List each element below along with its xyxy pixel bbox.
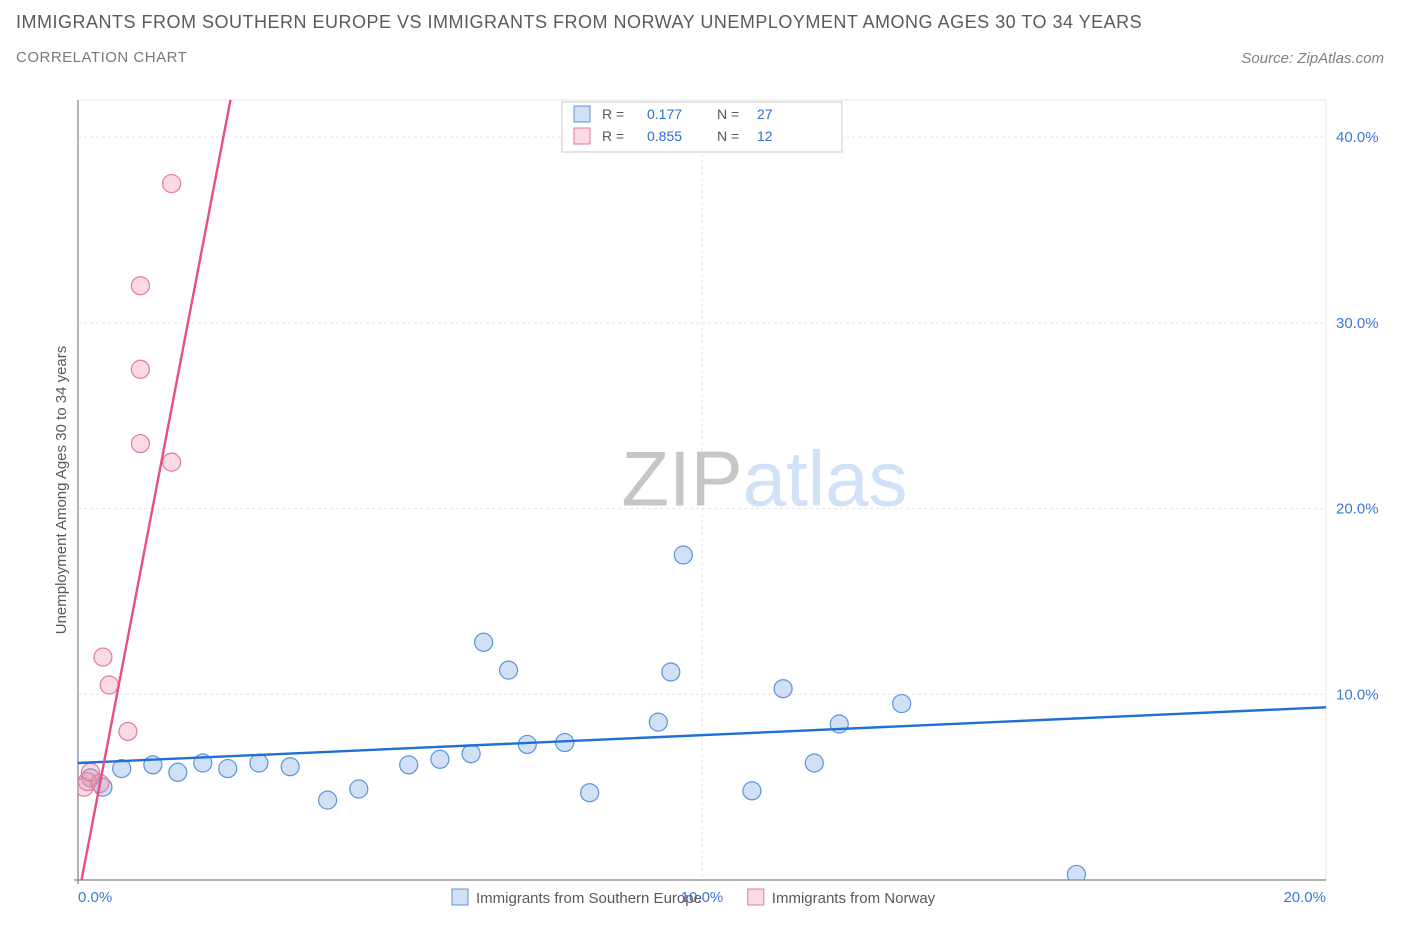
legend-r-value: 0.855 — [647, 128, 682, 144]
data-point — [94, 648, 112, 666]
data-point — [131, 435, 149, 453]
data-point — [774, 680, 792, 698]
data-point — [500, 661, 518, 679]
legend-swatch — [574, 128, 590, 144]
data-point — [163, 453, 181, 471]
source-attribution: Source: ZipAtlas.com — [1241, 50, 1384, 67]
trend-line — [78, 92, 234, 899]
data-point — [131, 277, 149, 295]
data-point — [163, 175, 181, 193]
data-point — [431, 750, 449, 768]
y-tick-label: 10.0% — [1336, 686, 1379, 703]
data-point — [743, 782, 761, 800]
data-point — [805, 754, 823, 772]
data-point — [250, 754, 268, 772]
legend-swatch — [574, 106, 590, 122]
data-point — [169, 763, 187, 781]
chart-subtitle: CORRELATION CHART — [16, 49, 1390, 66]
data-point — [131, 360, 149, 378]
data-point — [350, 780, 368, 798]
data-point — [400, 756, 418, 774]
data-point — [649, 713, 667, 731]
data-point — [319, 791, 337, 809]
data-point — [219, 760, 237, 778]
data-point — [581, 784, 599, 802]
y-tick-label: 40.0% — [1336, 129, 1379, 146]
data-point — [518, 735, 536, 753]
legend-swatch — [452, 889, 468, 905]
x-tick-label: 0.0% — [78, 889, 112, 906]
chart-area: ZIPatlas0.0%10.0%20.0%10.0%20.0%30.0%40.… — [50, 92, 1388, 910]
legend-n-label: N = — [717, 106, 739, 122]
legend-swatch — [748, 889, 764, 905]
data-point — [1067, 865, 1085, 883]
legend-r-label: R = — [602, 128, 624, 144]
legend-r-value: 0.177 — [647, 106, 682, 122]
data-point — [462, 745, 480, 763]
legend-n-value: 27 — [757, 106, 773, 122]
legend-n-value: 12 — [757, 128, 773, 144]
data-point — [119, 722, 137, 740]
legend-r-label: R = — [602, 106, 624, 122]
watermark: ZIPatlas — [621, 435, 907, 523]
legend-n-label: N = — [717, 128, 739, 144]
source-prefix: Source: — [1241, 50, 1297, 67]
data-point — [674, 546, 692, 564]
chart-title: IMMIGRANTS FROM SOUTHERN EUROPE VS IMMIG… — [16, 12, 1390, 33]
legend-series-label: Immigrants from Norway — [772, 890, 936, 907]
correlation-scatter-chart: ZIPatlas0.0%10.0%20.0%10.0%20.0%30.0%40.… — [50, 92, 1388, 910]
data-point — [281, 758, 299, 776]
legend-series-label: Immigrants from Southern Europe — [476, 890, 702, 907]
data-point — [475, 633, 493, 651]
source-link[interactable]: ZipAtlas.com — [1297, 50, 1384, 67]
x-tick-label: 20.0% — [1283, 889, 1326, 906]
y-axis-label: Unemployment Among Ages 30 to 34 years — [53, 346, 70, 635]
data-point — [893, 695, 911, 713]
y-tick-label: 30.0% — [1336, 315, 1379, 332]
data-point — [100, 676, 118, 694]
y-tick-label: 20.0% — [1336, 501, 1379, 518]
data-point — [662, 663, 680, 681]
